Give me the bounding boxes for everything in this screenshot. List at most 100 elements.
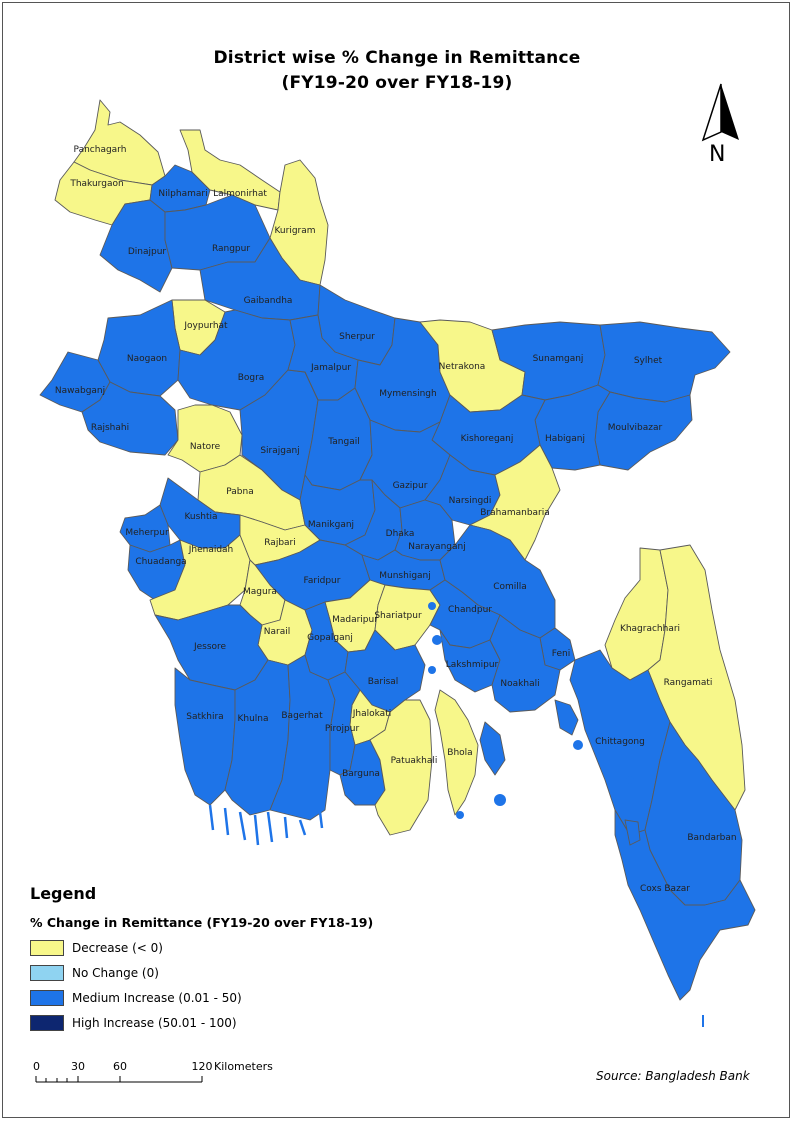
title-line-2: (FY19-20 over FY18-19) (281, 73, 513, 93)
district-label-habiganj: Habiganj (545, 434, 585, 444)
district-label-sherpur: Sherpur (339, 332, 375, 342)
legend-item-no-change: No Change (0) (30, 964, 159, 982)
district-label-gazipur: Gazipur (393, 481, 428, 491)
district-label-manikganj: Manikganj (308, 520, 354, 530)
legend-label-medium: Medium Increase (0.01 - 50) (72, 991, 242, 1005)
river-estuary (428, 602, 704, 1027)
district-label-satkhira: Satkhira (186, 712, 223, 722)
district-label-khagrachhari: Khagrachhari (620, 624, 680, 634)
district-dinajpur (99, 199, 173, 293)
district-label-nilphamari: Nilphamari (158, 189, 207, 199)
district-label-lakshmipur: Lakshmipur (446, 660, 499, 670)
district-label-rangamati: Rangamati (664, 678, 713, 688)
district-label-jessore: Jessore (193, 642, 227, 652)
district-label-coxs-bazar: Coxs Bazar (640, 884, 690, 894)
legend-swatch-no-change (30, 965, 64, 981)
district-label-pabna: Pabna (226, 487, 253, 497)
district-label-naogaon: Naogaon (127, 354, 167, 364)
district-label-narayanganj: Narayanganj (408, 542, 465, 552)
district-bhola (434, 689, 479, 816)
sundarbans-coast (208, 804, 324, 846)
district-coxs-bazar (614, 809, 756, 1001)
district-label-joypurhat: Joypurhat (183, 321, 228, 331)
district-label-munshiganj: Munshiganj (379, 571, 431, 581)
district-rajshahi (81, 381, 179, 456)
map-title: District wise % Change in Remittance (FY… (0, 46, 794, 96)
district-sylhet (597, 321, 731, 403)
district-label-thakurgaon: Thakurgaon (69, 179, 123, 189)
source-note: Source: Bangladesh Bank (596, 1069, 750, 1083)
district-label-rajbari: Rajbari (264, 538, 296, 548)
district-label-kurigram: Kurigram (274, 226, 315, 236)
district-label-bandarban: Bandarban (687, 833, 736, 843)
scale-tick-60: 60 (113, 1060, 127, 1073)
legend-item-high: High Increase (50.01 - 100) (30, 1014, 237, 1032)
district-label-bagerhat: Bagerhat (281, 711, 323, 721)
legend-label-high: High Increase (50.01 - 100) (72, 1016, 237, 1030)
district-label-lalmonirhat: Lalmonirhat (213, 189, 267, 199)
district-noakhali (489, 614, 561, 713)
district-label-narsingdi: Narsingdi (449, 496, 492, 506)
district-label-patuakhali: Patuakhali (391, 756, 438, 766)
legend-title: Legend (30, 884, 97, 903)
district-jessore (154, 604, 269, 691)
district-label-chittagong: Chittagong (595, 737, 645, 747)
district-label-gaibandha: Gaibandha (244, 296, 293, 306)
district-label-madaripur: Madaripur (332, 615, 378, 625)
district-label-sirajganj: Sirajganj (260, 446, 299, 456)
title-line-1: District wise % Change in Remittance (213, 48, 581, 68)
island-sandwip (554, 699, 579, 736)
legend-label-decrease: Decrease (< 0) (72, 941, 163, 955)
district-label-mymensingh: Mymensingh (379, 389, 436, 399)
district-label-noakhali: Noakhali (500, 679, 539, 689)
district-label-jhenaidah: Jhenaidah (188, 545, 234, 555)
district-label-barisal: Barisal (368, 677, 399, 687)
district-label-narail: Narail (264, 627, 290, 637)
district-label-faridpur: Faridpur (304, 576, 341, 586)
district-label-moulvibazar: Moulvibazar (608, 423, 663, 433)
district-label-dhaka: Dhaka (386, 529, 415, 539)
district-label-shariatpur: Shariatpur (374, 611, 422, 621)
scale-bar: 0 30 60 120 Kilometers (33, 1060, 273, 1083)
scale-unit: Kilometers (214, 1060, 273, 1073)
legend-subtitle: % Change in Remittance (FY19-20 over FY1… (30, 915, 374, 930)
district-label-pirojpur: Pirojpur (325, 724, 360, 734)
district-label-kushtia: Kushtia (184, 512, 217, 522)
district-label-bogra: Bogra (238, 373, 265, 383)
district-label-panchagarh: Panchagarh (74, 145, 127, 155)
district-bagerhat (269, 654, 336, 821)
district-shariatpur (374, 584, 441, 651)
district-label-khulna: Khulna (237, 714, 268, 724)
district-patuakhali (369, 699, 433, 836)
district-label-kishoreganj: Kishoreganj (461, 434, 514, 444)
district-label-magura: Magura (243, 587, 277, 597)
district-label-nawabganj: Nawabganj (55, 386, 105, 396)
legend-label-no-change: No Change (0) (72, 966, 159, 980)
scale-tick-120: 120 (192, 1060, 213, 1073)
district-label-natore: Natore (190, 442, 221, 452)
district-label-jamalpur: Jamalpur (310, 363, 351, 373)
legend-swatch-medium (30, 990, 64, 1006)
district-label-feni: Feni (552, 649, 570, 659)
district-label-sylhet: Sylhet (634, 356, 663, 366)
island-maheshkhali (624, 819, 641, 846)
district-label-sunamganj: Sunamganj (533, 354, 584, 364)
legend-item-decrease: Decrease (< 0) (30, 939, 163, 957)
district-label-barguna: Barguna (342, 769, 380, 779)
district-label-tangail: Tangail (327, 437, 359, 447)
district-label-rangpur: Rangpur (212, 244, 250, 254)
north-arrow-icon (701, 83, 739, 142)
district-label-dinajpur: Dinajpur (128, 247, 167, 257)
district-label-bhola: Bhola (447, 748, 472, 758)
district-label-rajshahi: Rajshahi (91, 423, 129, 433)
north-label: N (709, 142, 726, 167)
district-label-meherpur: Meherpur (125, 528, 169, 538)
district-khagrachhari (604, 547, 669, 681)
legend-swatch-high (30, 1015, 64, 1031)
district-label-gopalganj: Gopalganj (307, 633, 353, 643)
district-label-chandpur: Chandpur (448, 605, 492, 615)
island-hatiya (479, 721, 506, 776)
district-label-chuadanga: Chuadanga (135, 557, 186, 567)
